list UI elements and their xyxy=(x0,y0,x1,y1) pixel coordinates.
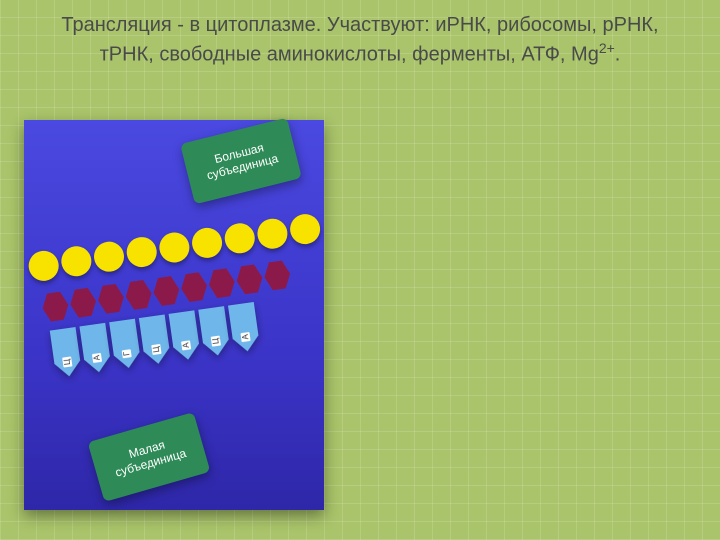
translation-diagram: Большаясубъединица Ц А Г Ц А Ц А Малаясубъедин… xyxy=(24,120,324,510)
amino-acid-circle xyxy=(255,217,289,251)
amino-acid-circle xyxy=(223,221,257,255)
trna-hexagon xyxy=(262,259,292,292)
mrna-nucleotide-tag: Ц xyxy=(50,327,82,378)
amino-acid-circle xyxy=(288,212,322,246)
amino-acid-circle xyxy=(92,240,126,274)
large-subunit-label: Большаясубъединица xyxy=(180,118,302,205)
trna-hexagon xyxy=(235,263,265,296)
trna-hexagon xyxy=(179,270,209,303)
mrna-nucleotide-tag: Ц xyxy=(139,314,171,365)
nucleotide-letter: Ц xyxy=(151,344,161,355)
trna-hexagon xyxy=(151,274,181,307)
nucleotide-letter: Г xyxy=(122,349,132,359)
nucleotide-letter: А xyxy=(181,340,191,351)
amino-acid-circle xyxy=(157,231,191,265)
trna-hexagon xyxy=(124,278,154,311)
nucleotide-letter: Ц xyxy=(62,356,72,367)
amino-acid-circle xyxy=(27,249,61,283)
mrna-nucleotide-tag: А xyxy=(169,310,201,361)
amino-acid-circle xyxy=(190,226,224,260)
mrna-nucleotide-tag: Ц xyxy=(198,306,230,357)
amino-acid-circle xyxy=(125,235,159,269)
trna-hexagon xyxy=(207,267,237,300)
nucleotide-letter: А xyxy=(240,332,250,343)
mrna-nucleotide-tag: А xyxy=(228,302,260,353)
nucleotide-letter: Ц xyxy=(211,336,221,347)
slide-title: Трансляция - в цитоплазме. Участвуют: иР… xyxy=(60,12,660,69)
mrna-nucleotide-tag: А xyxy=(79,323,111,374)
amino-acid-circle xyxy=(59,244,93,278)
mrna-nucleotide-tag: Г xyxy=(109,319,141,370)
nucleotide-letter: А xyxy=(92,353,102,364)
trna-hexagon xyxy=(68,286,98,319)
trna-hexagon xyxy=(41,290,71,323)
small-subunit-label: Малаясубъединица xyxy=(88,412,211,502)
trna-hexagon xyxy=(96,282,126,315)
